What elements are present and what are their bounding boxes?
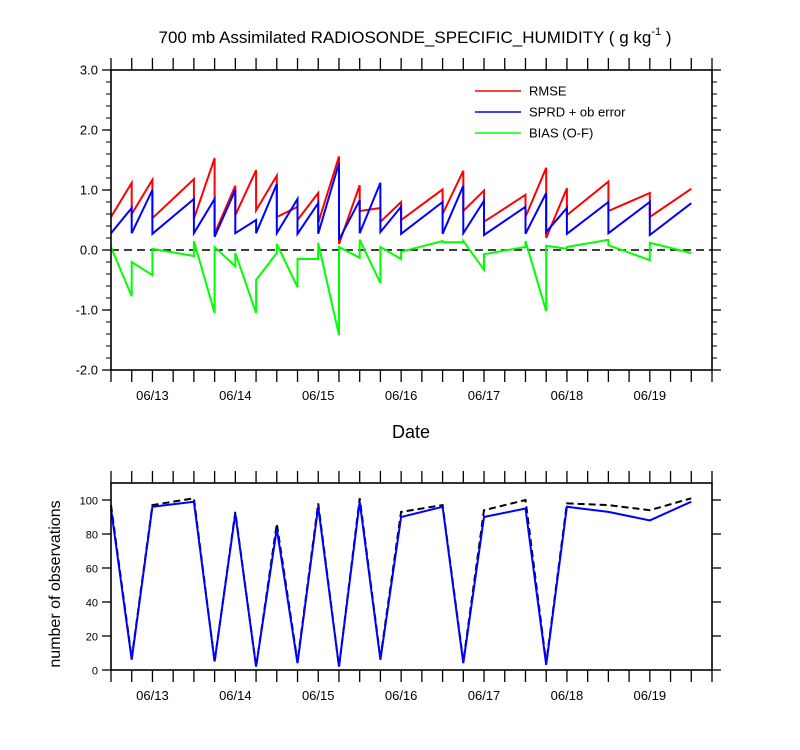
top-legend-label-bias-o-f: BIAS (O-F) <box>529 126 593 141</box>
top-chart-title: 700 mb Assimilated RADIOSONDE_SPECIFIC_H… <box>159 26 672 47</box>
top-series-sprd-ob-error <box>110 162 692 241</box>
top-legend-label-rmse: RMSE <box>529 84 567 99</box>
bottom-x-tick-label: 06/15 <box>302 688 335 703</box>
top-chart-title-close: ) <box>661 28 671 47</box>
bottom-x-tick-label: 06/19 <box>634 688 667 703</box>
top-x-tick-label: 06/14 <box>219 388 252 403</box>
bottom-series-assimilated <box>110 500 692 667</box>
bottom-plot-area: 0 20 40 60 80 100 06/13 06/14 06/15 06/16 06/17 06/… <box>80 471 721 703</box>
top-legend-label-sprd-ob-error: SPRD + ob error <box>529 105 626 120</box>
top-y-tick-label: 0.0 <box>80 243 98 258</box>
bottom-x-tick-label: 06/17 <box>468 688 501 703</box>
top-chart-title-exponent: -1 <box>651 26 661 38</box>
top-y-tick-label: -1.0 <box>76 303 98 318</box>
top-x-tick-label: 06/16 <box>385 388 418 403</box>
bottom-x-tick-label: 06/14 <box>219 688 252 703</box>
bottom-y-tick-label: 0 <box>92 666 98 678</box>
top-x-tick-label: 06/18 <box>551 388 584 403</box>
top-x-tick-label: 06/19 <box>634 388 667 403</box>
bottom-x-tick-label: 06/18 <box>551 688 584 703</box>
top-series-bias-o-f <box>110 237 692 336</box>
bottom-y-tick-label: 80 <box>86 530 98 542</box>
bottom-y-tick-label: 60 <box>86 564 98 576</box>
top-y-tick-label: 1.0 <box>80 183 98 198</box>
bottom-x-tick-label: 06/16 <box>385 688 418 703</box>
top-chart-xlabel: Date <box>392 422 430 442</box>
bottom-y-tick-label: 20 <box>86 632 98 644</box>
bottom-y-tick-label: 100 <box>80 496 98 508</box>
top-x-tick-label: 06/15 <box>302 388 335 403</box>
top-y-tick-label: 3.0 <box>80 63 98 78</box>
top-x-tick-label: 06/13 <box>136 388 169 403</box>
top-y-tick-label: -2.0 <box>76 363 98 378</box>
top-plot-frame <box>110 69 713 371</box>
bottom-x-tick-label: 06/13 <box>136 688 169 703</box>
top-chart-title-main: 700 mb Assimilated RADIOSONDE_SPECIFIC_H… <box>159 28 652 47</box>
top-y-tick-label: 2.0 <box>80 123 98 138</box>
bottom-y-tick-label: 40 <box>86 598 98 610</box>
top-x-tick-label: 06/17 <box>468 388 501 403</box>
bottom-plot-frame <box>110 482 713 671</box>
top-plot-area: -2.0 -1.0 0.0 1.0 2.0 3.0 06/13 06/14 06/15 06/16… <box>76 58 721 403</box>
bottom-chart-ylabel: number of observations <box>47 500 64 667</box>
